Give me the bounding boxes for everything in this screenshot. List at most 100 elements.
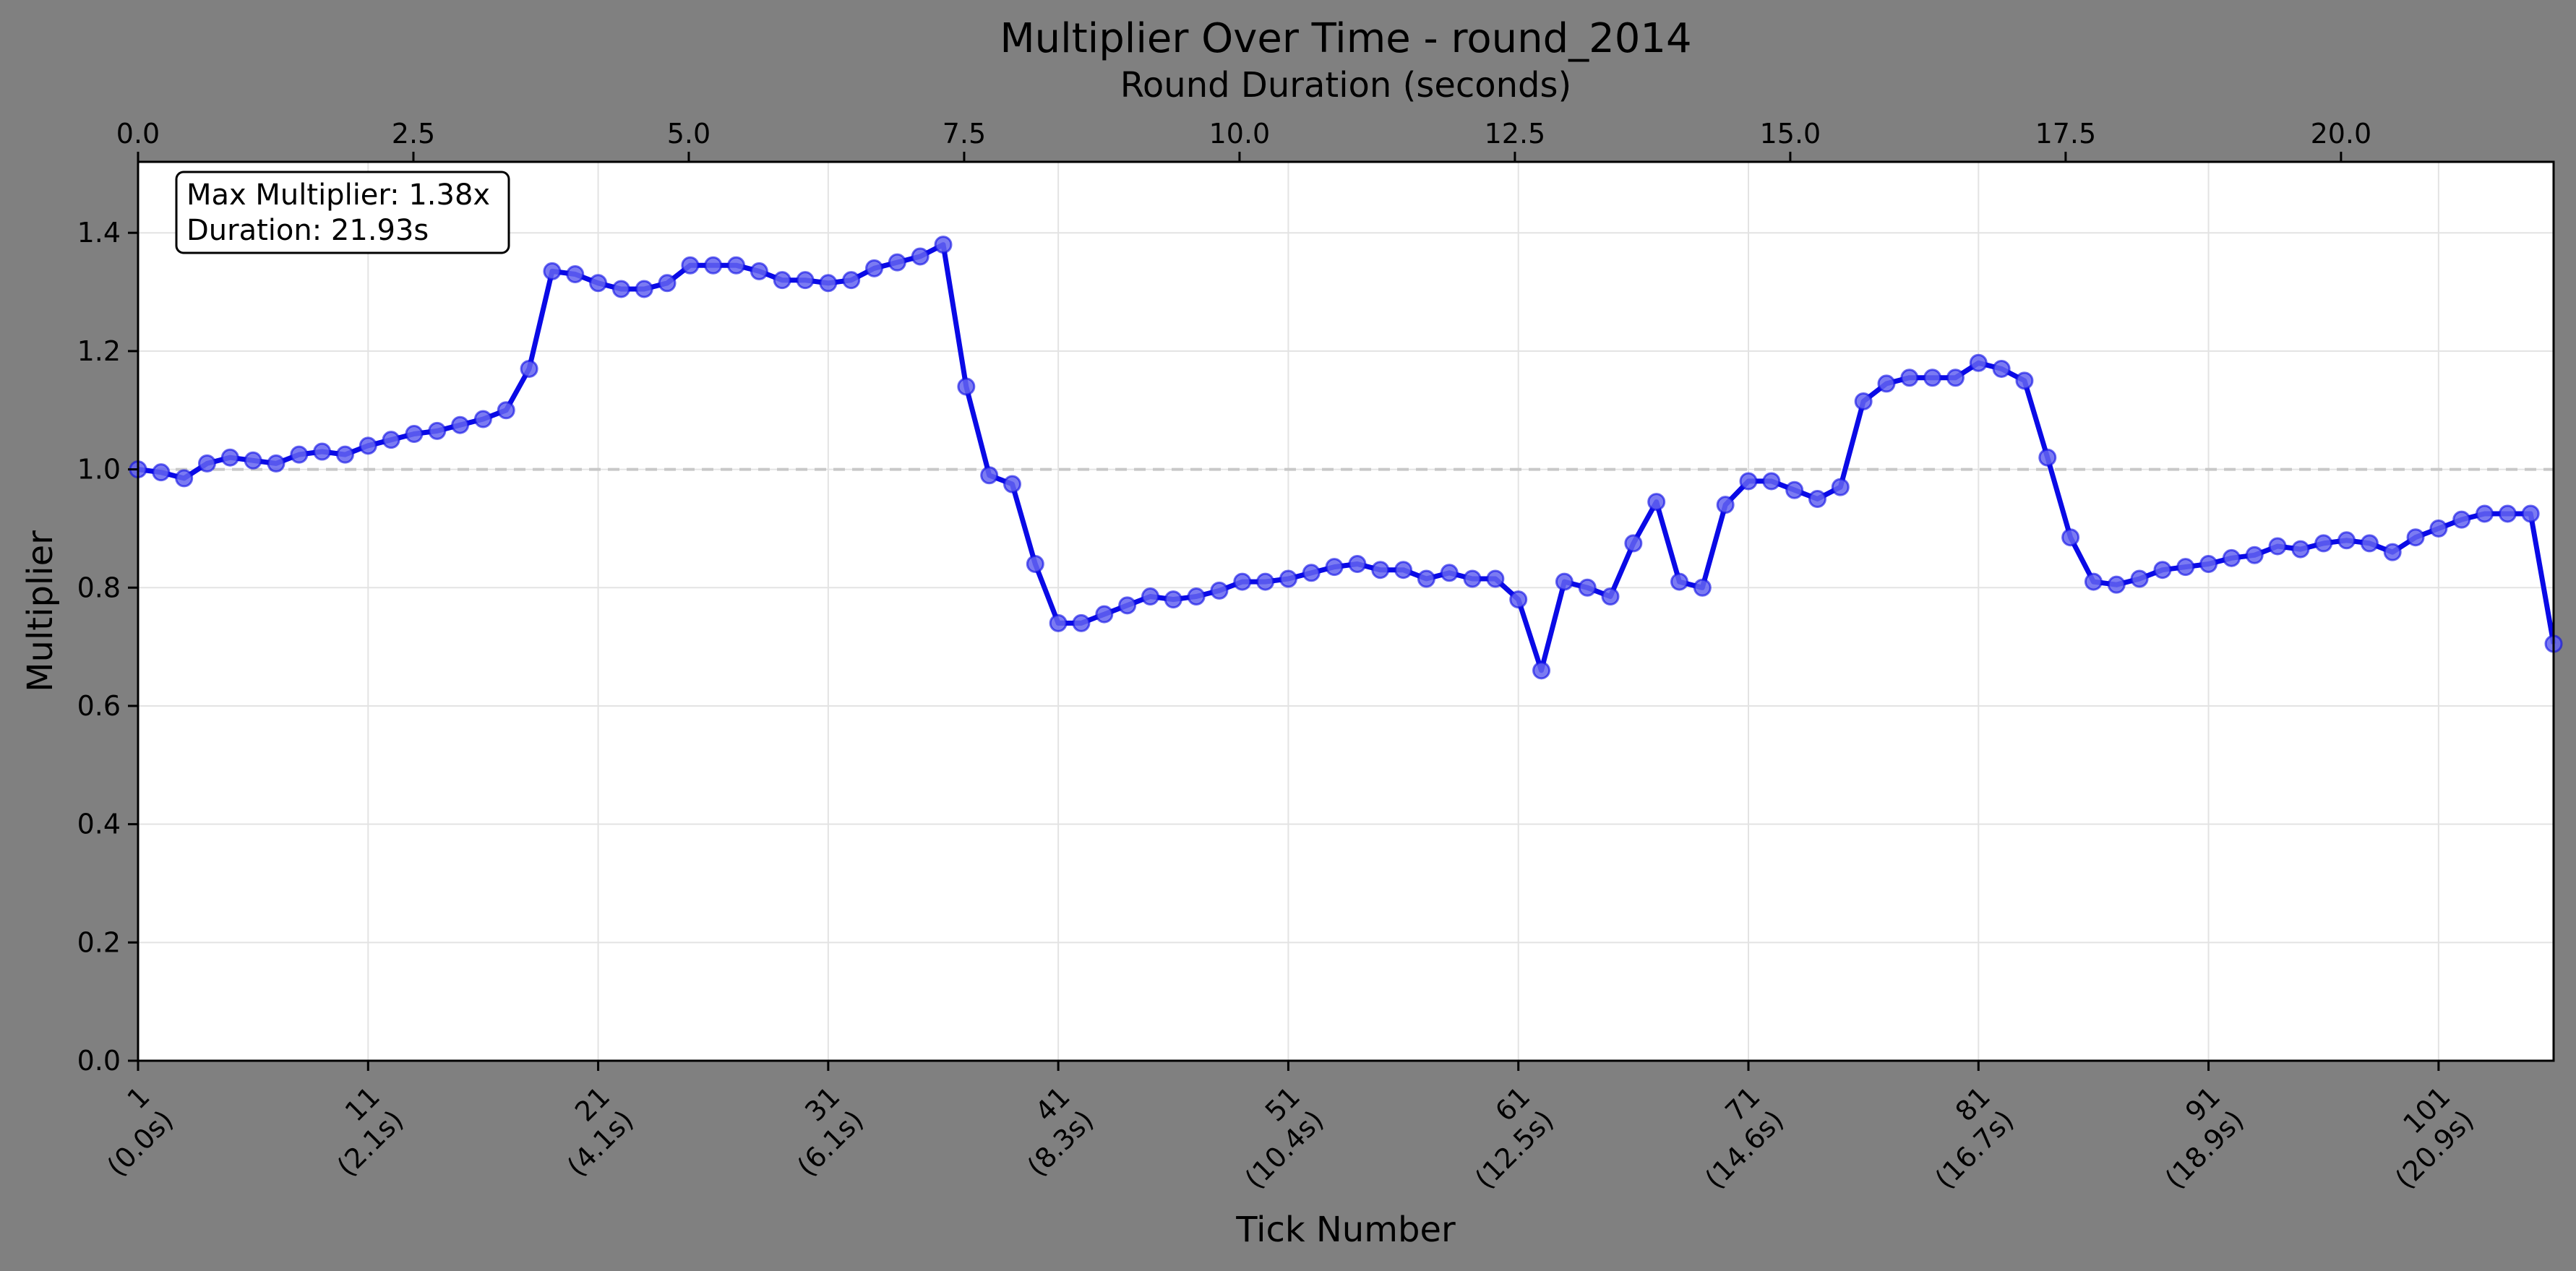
stats-annotation: Max Multiplier: 1.38x Duration: 21.93s: [175, 171, 510, 254]
data-point: [2337, 531, 2356, 550]
data-point: [1233, 572, 1252, 591]
chart-title: Multiplier Over Time - round_2014: [1000, 15, 1691, 62]
data-point: [1693, 578, 1712, 597]
data-point: [2038, 448, 2057, 467]
data-point: [1026, 555, 1044, 574]
data-point: [865, 259, 884, 277]
data-point: [2406, 528, 2425, 547]
data-point: [2360, 534, 2379, 553]
data-point: [1624, 534, 1643, 553]
data-point: [681, 256, 700, 275]
data-point: [1279, 569, 1297, 588]
data-point: [1647, 493, 1666, 512]
data-point: [1440, 564, 1459, 582]
data-point: [1509, 590, 1528, 609]
data-point: [1486, 569, 1505, 588]
data-point: [1877, 374, 1896, 393]
data-point: [2521, 504, 2540, 523]
top-axis-ticks: 0.0 2.5 5.0 7.5 10.0 12.5 15.0 17.5 20.0: [116, 118, 2371, 162]
data-point: [1371, 561, 1390, 580]
data-point: [428, 421, 447, 440]
data-point: [1854, 392, 1873, 410]
data-point: [2476, 504, 2494, 523]
data-point: [1716, 496, 1735, 514]
data-point: [635, 280, 653, 298]
y-axis-label: Multiplier: [20, 530, 61, 692]
y-tick-label: 0.4: [77, 809, 121, 840]
data-point: [197, 454, 216, 473]
data-point: [1394, 561, 1413, 580]
data-point: [1463, 569, 1482, 588]
data-point: [2153, 561, 2172, 580]
data-point: [1785, 481, 1804, 499]
data-point: [1532, 661, 1551, 680]
data-point: [2429, 519, 2448, 538]
max-multiplier-text: Max Multiplier: 1.38x: [186, 178, 490, 212]
data-point: [1256, 572, 1275, 591]
data-point: [658, 274, 677, 293]
data-point: [1325, 558, 1344, 577]
top-tick-label: 15.0: [1760, 118, 1821, 150]
data-point: [1992, 359, 2011, 378]
data-point: [1670, 572, 1689, 591]
data-point: [2199, 555, 2218, 574]
data-point: [704, 256, 723, 275]
y-axis-ticks: 0.0 0.2 0.4 0.6 0.8 1.0 1.2 1.4: [77, 217, 138, 1077]
data-point: [1164, 590, 1182, 609]
data-point: [1555, 572, 1573, 591]
data-point: [220, 448, 239, 467]
data-point: [589, 274, 608, 293]
data-point: [1762, 472, 1781, 491]
data-point: [2222, 548, 2241, 567]
data-point: [2452, 510, 2471, 529]
y-tick-label: 0.8: [77, 572, 121, 603]
data-point: [290, 445, 309, 464]
data-point: [1095, 605, 1114, 624]
data-point: [1923, 369, 1942, 387]
data-point: [1210, 581, 1229, 600]
data-point: [1072, 613, 1091, 632]
data-point: [2291, 540, 2310, 559]
data-point: [773, 271, 791, 290]
data-point: [543, 262, 562, 280]
data-point: [2245, 546, 2264, 564]
data-point: [980, 466, 999, 485]
plot-area: [138, 162, 2554, 1061]
data-point: [566, 265, 585, 283]
data-point: [2084, 572, 2103, 591]
data-point: [175, 469, 194, 488]
top-tick-label: 20.0: [2311, 118, 2372, 150]
data-point: [2015, 371, 2034, 390]
data-point: [1808, 490, 1826, 508]
data-point: [1946, 369, 1965, 387]
data-point: [1601, 587, 1620, 606]
top-tick-label: 0.0: [116, 118, 160, 150]
data-point: [1831, 478, 1850, 496]
data-point: [2176, 558, 2195, 577]
data-point: [796, 271, 815, 290]
data-point: [451, 415, 470, 434]
data-point: [335, 445, 354, 464]
top-axis-label: Round Duration (seconds): [1120, 65, 1572, 105]
data-point: [911, 247, 929, 266]
data-point: [1187, 587, 1206, 606]
top-tick-label: 7.5: [943, 118, 986, 150]
top-tick-label: 2.5: [392, 118, 435, 150]
data-point: [750, 262, 768, 280]
data-point: [2314, 534, 2333, 553]
y-tick-label: 0.2: [77, 926, 121, 958]
stats-box: [175, 171, 510, 254]
top-tick-label: 10.0: [1209, 118, 1271, 150]
duration-text: Duration: 21.93s: [186, 214, 429, 247]
data-point: [819, 274, 838, 293]
data-point: [1739, 472, 1758, 491]
x-axis-label: Tick Number: [1235, 1210, 1456, 1250]
y-tick-label: 1.0: [77, 454, 121, 486]
data-point: [2268, 537, 2287, 556]
data-point: [934, 236, 953, 254]
series-line: [137, 242, 2556, 673]
top-tick-label: 17.5: [2035, 118, 2097, 150]
data-point: [1578, 578, 1597, 597]
data-point: [842, 271, 861, 290]
